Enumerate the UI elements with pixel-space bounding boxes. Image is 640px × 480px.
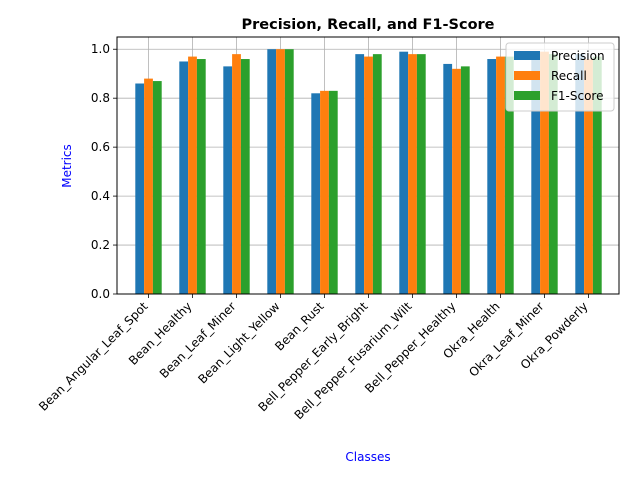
bar-recall bbox=[452, 68, 461, 294]
legend: Precision Recall F1-Score bbox=[505, 42, 615, 112]
bar-f1-score bbox=[152, 81, 162, 294]
bar-precision bbox=[487, 59, 497, 295]
y-tick-label: 0.6 bbox=[91, 140, 110, 154]
bar-recall bbox=[232, 54, 241, 295]
legend-swatch bbox=[514, 71, 540, 80]
bar-precision bbox=[223, 66, 233, 294]
y-tick-label: 0.8 bbox=[91, 91, 110, 105]
y-tick-label: 0.2 bbox=[91, 238, 110, 252]
x-tick-label: Okra_Leaf_Miner bbox=[466, 299, 546, 379]
x-tick-label: Bean_Light_Yellow bbox=[195, 299, 282, 386]
bar-f1-score bbox=[460, 66, 470, 294]
legend-swatch bbox=[514, 51, 540, 60]
bar-recall bbox=[364, 56, 373, 295]
bar-f1-score bbox=[328, 90, 338, 294]
chart-title: Precision, Recall, and F1-Score bbox=[241, 17, 494, 33]
legend-label: Precision bbox=[551, 49, 605, 63]
legend-label: F1-Score bbox=[551, 89, 603, 103]
bar-precision bbox=[575, 54, 585, 295]
bar-f1-score bbox=[284, 49, 294, 294]
bars bbox=[135, 49, 602, 295]
bar-recall bbox=[188, 56, 197, 295]
bar-precision bbox=[179, 61, 189, 294]
bar-precision bbox=[311, 93, 321, 295]
bar-recall bbox=[320, 90, 329, 294]
bar-f1-score bbox=[372, 54, 382, 295]
y-tick-label: 0.4 bbox=[91, 189, 110, 203]
y-tick-label: 0.0 bbox=[91, 287, 110, 301]
plot-frame bbox=[116, 36, 620, 295]
bar-recall bbox=[276, 49, 285, 294]
legend-label: Recall bbox=[551, 69, 587, 83]
bar-precision bbox=[443, 63, 453, 294]
bar-f1-score bbox=[240, 59, 250, 295]
legend-swatch bbox=[514, 91, 540, 100]
bar-f1-score bbox=[504, 56, 514, 295]
bar-f1-score bbox=[416, 54, 426, 295]
bar-precision bbox=[267, 49, 277, 294]
bar-f1-score bbox=[548, 54, 558, 295]
bar-recall bbox=[496, 56, 505, 295]
bar-recall bbox=[408, 54, 417, 295]
bar-f1-score bbox=[592, 56, 602, 295]
bar-recall bbox=[584, 59, 593, 295]
x-tick-label: Bean_Leaf_Miner bbox=[157, 299, 239, 381]
y-axis-label: Metrics bbox=[60, 144, 74, 188]
bar-recall bbox=[540, 51, 549, 294]
bar-precision bbox=[399, 51, 409, 294]
y-tick-label: 1.0 bbox=[91, 42, 110, 56]
x-axis-label: Classes bbox=[345, 450, 390, 464]
bar-f1-score bbox=[196, 59, 206, 295]
bar-precision bbox=[135, 83, 145, 294]
bar-precision bbox=[531, 54, 541, 295]
bar-recall bbox=[144, 78, 153, 294]
bar-precision bbox=[355, 54, 365, 295]
